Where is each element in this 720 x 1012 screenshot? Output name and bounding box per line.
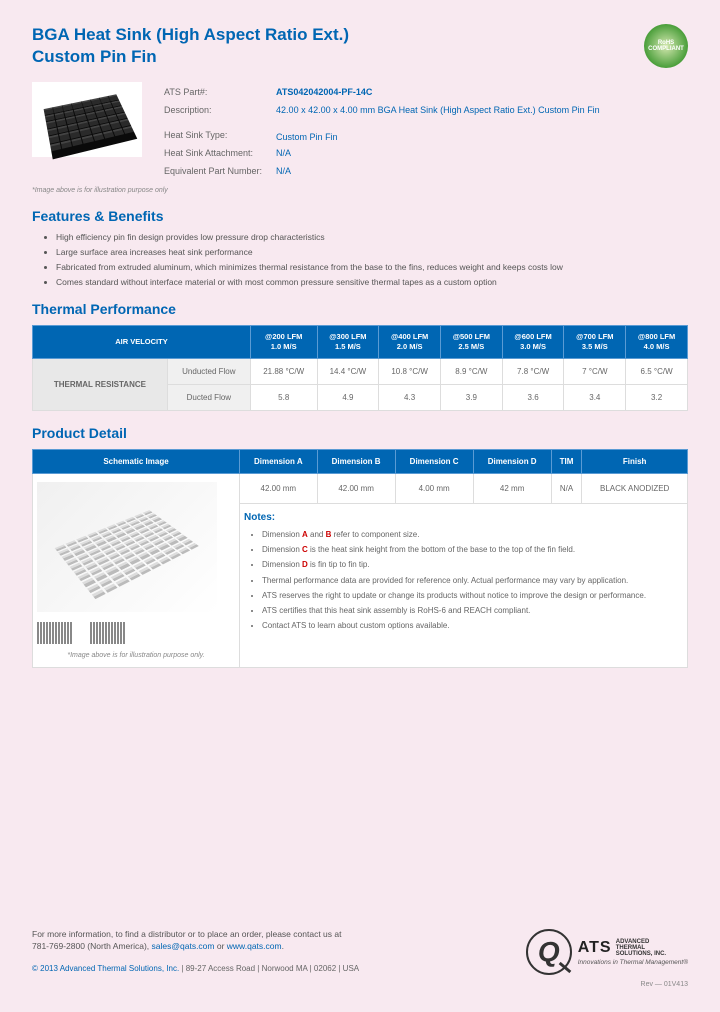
side-view xyxy=(37,622,72,644)
revision: Rev — 01V413 xyxy=(32,981,688,988)
rohs-badge: RoHS COMPLIANT xyxy=(644,24,688,68)
schematic-cell: *Image above is for illustration purpose… xyxy=(33,473,240,667)
title-line-1: BGA Heat Sink (High Aspect Ratio Ext.) xyxy=(32,24,349,46)
spec-label: ATS Part#: xyxy=(164,84,274,100)
dim-value: N/A xyxy=(551,473,582,503)
dim-value: 42.00 mm xyxy=(240,473,318,503)
spec-value: 42.00 x 42.00 x 4.00 mm BGA Heat Sink (H… xyxy=(276,102,600,118)
flow-label: Ducted Flow xyxy=(167,384,250,410)
email-link[interactable]: sales@qats.com xyxy=(152,941,215,951)
footer: For more information, to find a distribu… xyxy=(32,928,688,989)
feature-item: Fabricated from extruded aluminum, which… xyxy=(56,262,688,272)
dim-header: Dimension D xyxy=(473,449,551,473)
dim-header: Finish xyxy=(582,449,688,473)
spec-label: Description: xyxy=(164,102,274,118)
features-heading: Features & Benefits xyxy=(32,208,688,224)
q-logo-icon: Q xyxy=(526,929,572,975)
note-item: Dimension A and B refer to component siz… xyxy=(262,529,683,540)
thermal-value: 14.4 °C/W xyxy=(317,358,379,384)
feature-item: Comes standard without interface materia… xyxy=(56,277,688,287)
thermal-value: 8.9 °C/W xyxy=(440,358,502,384)
dim-header: TIM xyxy=(551,449,582,473)
note-item: ATS reserves the right to update or chan… xyxy=(262,590,683,601)
feature-item: Large surface area increases heat sink p… xyxy=(56,247,688,257)
contact-text: . xyxy=(282,941,284,951)
thermal-value: 3.2 xyxy=(626,384,688,410)
velocity-header: @700 LFM3.5 M/S xyxy=(564,326,626,359)
thermal-resistance-label: THERMAL RESISTANCE xyxy=(33,358,168,410)
note-item: Dimension C is the heat sink height from… xyxy=(262,544,683,555)
thermal-value: 6.5 °C/W xyxy=(626,358,688,384)
contact-line: For more information, to find a distribu… xyxy=(32,928,359,941)
company-logo: Q ATS ADVANCED THERMAL SOLUTIONS, INC. I… xyxy=(526,929,688,975)
detail-heading: Product Detail xyxy=(32,425,688,441)
logo-tagline: Innovations in Thermal Management® xyxy=(578,959,688,966)
flow-label: Unducted Flow xyxy=(167,358,250,384)
spec-label: Heat Sink Attachment: xyxy=(164,145,274,161)
spec-value: Custom Pin Fin xyxy=(276,120,600,143)
copyright-text: | 89-27 Access Road | Norwood MA | 02062… xyxy=(179,964,359,973)
dim-value: 4.00 mm xyxy=(395,473,473,503)
page-title: BGA Heat Sink (High Aspect Ratio Ext.) C… xyxy=(32,24,349,68)
dim-header: Dimension B xyxy=(317,449,395,473)
velocity-header: @500 LFM2.5 M/S xyxy=(440,326,502,359)
contact-phone: 781-769-2800 (North America), xyxy=(32,941,152,951)
thermal-value: 3.6 xyxy=(502,384,564,410)
thermal-value: 10.8 °C/W xyxy=(379,358,441,384)
schematic-disclaimer: *Image above is for illustration purpose… xyxy=(37,652,235,659)
thermal-value: 7.8 °C/W xyxy=(502,358,564,384)
note-item: Contact ATS to learn about custom option… xyxy=(262,620,683,631)
product-image xyxy=(32,82,142,157)
thermal-value: 7 °C/W xyxy=(564,358,626,384)
footer-contact: For more information, to find a distribu… xyxy=(32,928,359,976)
note-item: Thermal performance data are provided fo… xyxy=(262,575,683,586)
note-item: Dimension D is fin tip to fin tip. xyxy=(262,559,683,570)
notes-cell: Notes: Dimension A and B refer to compon… xyxy=(240,504,688,668)
detail-table: Schematic Image Dimension ADimension BDi… xyxy=(32,449,688,668)
thermal-value: 21.88 °C/W xyxy=(250,358,317,384)
dim-header: Dimension A xyxy=(240,449,318,473)
thermal-value: 5.8 xyxy=(250,384,317,410)
spec-label: Equivalent Part Number: xyxy=(164,163,274,179)
schematic-image xyxy=(37,482,217,612)
thermal-heading: Thermal Performance xyxy=(32,301,688,317)
web-link[interactable]: www.qats.com xyxy=(227,941,282,951)
spec-table: ATS Part#:ATS042042004-PF-14C Descriptio… xyxy=(162,82,602,181)
dim-value: 42 mm xyxy=(473,473,551,503)
velocity-header: @200 LFM1.0 M/S xyxy=(250,326,317,359)
velocity-header: @800 LFM4.0 M/S xyxy=(626,326,688,359)
spec-value: N/A xyxy=(276,145,600,161)
side-view xyxy=(90,622,125,644)
velocity-header: @300 LFM1.5 M/S xyxy=(317,326,379,359)
air-velocity-header: AIR VELOCITY xyxy=(33,326,251,359)
title-line-2: Custom Pin Fin xyxy=(32,46,349,68)
thermal-value: 4.3 xyxy=(379,384,441,410)
dim-value: BLACK ANODIZED xyxy=(582,473,688,503)
velocity-header: @600 LFM3.0 M/S xyxy=(502,326,564,359)
copyright-link[interactable]: © 2013 Advanced Thermal Solutions, Inc. xyxy=(32,964,179,973)
spec-value: N/A xyxy=(276,163,600,179)
note-item: ATS certifies that this heat sink assemb… xyxy=(262,605,683,616)
ats-logo-text: ATS xyxy=(578,939,612,956)
notes-heading: Notes: xyxy=(244,512,683,523)
feature-item: High efficiency pin fin design provides … xyxy=(56,232,688,242)
spec-label: Heat Sink Type: xyxy=(164,120,274,143)
schematic-header: Schematic Image xyxy=(33,449,240,473)
contact-text: or xyxy=(215,941,227,951)
logo-sub: SOLUTIONS, INC. xyxy=(616,951,666,957)
dim-value: 42.00 mm xyxy=(317,473,395,503)
features-list: High efficiency pin fin design provides … xyxy=(32,232,688,287)
dim-header: Dimension C xyxy=(395,449,473,473)
thermal-value: 4.9 xyxy=(317,384,379,410)
notes-list: Dimension A and B refer to component siz… xyxy=(244,529,683,631)
part-number: ATS042042004-PF-14C xyxy=(276,87,372,97)
velocity-header: @400 LFM2.0 M/S xyxy=(379,326,441,359)
thermal-table: AIR VELOCITY @200 LFM1.0 M/S@300 LFM1.5 … xyxy=(32,325,688,411)
thermal-value: 3.4 xyxy=(564,384,626,410)
image-disclaimer: *Image above is for illustration purpose… xyxy=(32,187,688,194)
thermal-value: 3.9 xyxy=(440,384,502,410)
